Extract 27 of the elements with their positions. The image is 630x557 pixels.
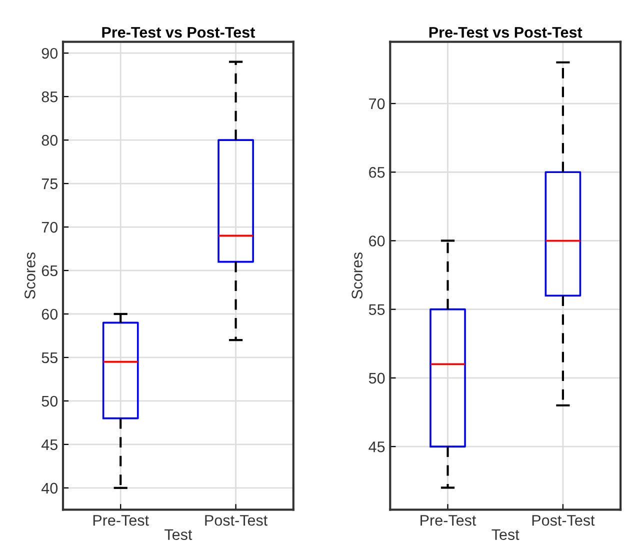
chart-title: Pre-Test vs Post-Test [429, 27, 582, 38]
x-axis-title: Test [164, 529, 192, 540]
y-axis-title: Scores [352, 252, 363, 299]
x-tick-label: Pre-Test [420, 515, 476, 526]
y-axis-title: Scores [24, 252, 36, 299]
y-tick-label: 65 [369, 166, 385, 178]
x-tick-label: Post-Test [205, 515, 268, 526]
x-axis-title: Test [492, 529, 520, 540]
y-tick-label: 75 [42, 178, 58, 190]
x-tick-label: Pre-Test [93, 515, 149, 526]
x-tick-label: Post-Test [532, 515, 595, 526]
y-tick-label: 50 [42, 396, 58, 407]
y-tick-label: 60 [369, 236, 385, 246]
y-tick-label: 70 [369, 98, 385, 110]
y-tick-label: 55 [368, 304, 385, 316]
y-tick-label: 85 [42, 91, 58, 102]
y-tick-label: 45 [368, 442, 385, 452]
y-tick-label: 40 [42, 482, 58, 494]
y-tick-label: 45 [42, 439, 58, 450]
chart-title: Pre-Test vs Post-Test [102, 27, 255, 38]
y-tick-label: 50 [368, 372, 385, 384]
y-tick-label: 70 [42, 222, 58, 233]
y-tick-label: 55 [42, 352, 58, 364]
y-tick-label: 65 [42, 265, 58, 276]
y-tick-label: 60 [42, 308, 58, 320]
y-tick-label: 90 [42, 48, 58, 59]
y-tick-label: 80 [42, 134, 58, 146]
